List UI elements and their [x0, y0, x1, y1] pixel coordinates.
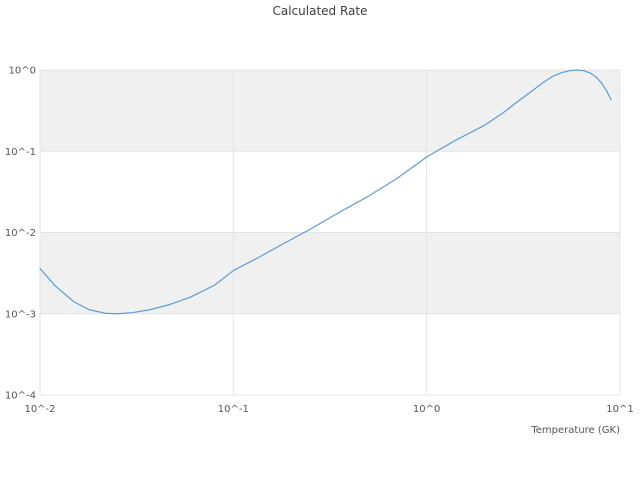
grid-band [40, 70, 620, 152]
y-tick-label: 10^-4 [5, 391, 36, 402]
x-axis-label: Temperature (GK) [531, 425, 620, 436]
x-tick-label: 10^1 [606, 404, 633, 415]
y-tick-label: 10^-2 [5, 228, 36, 239]
chart-title: Calculated Rate [272, 4, 368, 18]
x-tick-label: 10^0 [413, 404, 440, 415]
rate-line [39, 69, 612, 315]
grid-band [40, 313, 620, 395]
y-tick-label: 10^0 [9, 66, 36, 77]
grid-band [40, 151, 620, 233]
x-tick-label: 10^-1 [218, 404, 249, 415]
x-tick-label: 10^-2 [24, 404, 55, 415]
grid-band [40, 232, 620, 314]
y-tick-label: 10^-1 [5, 147, 36, 158]
y-tick-label: 10^-3 [5, 309, 36, 320]
